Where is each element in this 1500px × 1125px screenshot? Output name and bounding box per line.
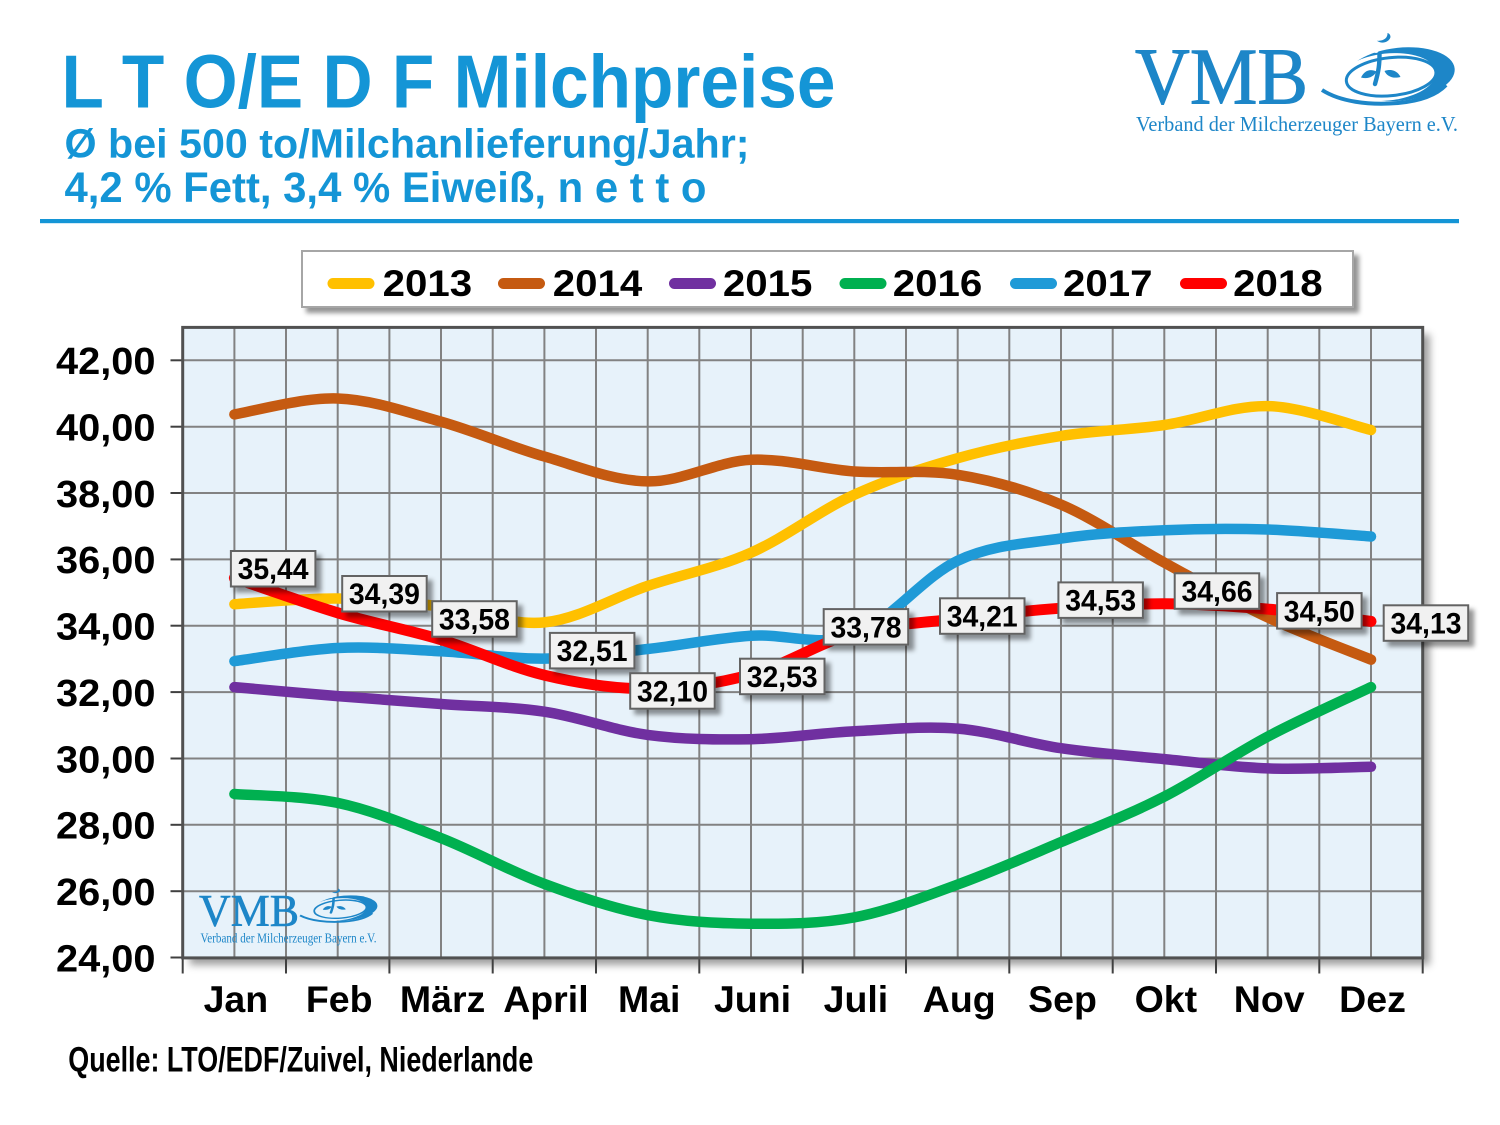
svg-text:April: April [503, 978, 588, 1020]
svg-text:Okt: Okt [1135, 978, 1198, 1020]
svg-text:März: März [400, 978, 485, 1020]
svg-text:40,00: 40,00 [56, 408, 156, 450]
svg-text:Dez: Dez [1339, 978, 1406, 1020]
svg-text:32,10: 32,10 [637, 675, 708, 708]
svg-text:34,13: 34,13 [1391, 608, 1462, 641]
svg-text:42,00: 42,00 [56, 341, 156, 383]
svg-text:Juni: Juni [714, 978, 791, 1020]
svg-text:Juli: Juli [824, 978, 889, 1020]
svg-text:33,78: 33,78 [831, 611, 902, 644]
svg-text:2013: 2013 [383, 263, 473, 304]
svg-text:34,53: 34,53 [1065, 585, 1136, 618]
svg-text:Feb: Feb [306, 978, 373, 1020]
svg-text:2015: 2015 [723, 263, 813, 304]
svg-text:Jan: Jan [204, 978, 269, 1020]
svg-text:35,44: 35,44 [238, 553, 309, 586]
svg-text:Verband der Milcherzeuger Baye: Verband der Milcherzeuger Bayern e.V. [201, 931, 377, 946]
svg-text:34,50: 34,50 [1284, 595, 1355, 628]
svg-text:32,51: 32,51 [557, 635, 628, 668]
svg-text:2014: 2014 [553, 263, 643, 304]
svg-text:Mai: Mai [618, 978, 681, 1020]
svg-text:Sep: Sep [1028, 978, 1097, 1020]
svg-text:L T O/E D F Milchpreise: L T O/E D F Milchpreise [62, 39, 836, 123]
svg-text:Verband der Milcherzeuger Baye: Verband der Milcherzeuger Bayern e.V. [1136, 112, 1458, 136]
svg-text:32,00: 32,00 [56, 673, 156, 715]
svg-text:Nov: Nov [1234, 978, 1305, 1020]
svg-text:28,00: 28,00 [56, 806, 156, 848]
svg-text:2018: 2018 [1233, 263, 1323, 304]
svg-text:4,2 % Fett, 3,4 % Eiweiß, n e: 4,2 % Fett, 3,4 % Eiweiß, n e t t o [65, 164, 707, 212]
svg-text:2016: 2016 [893, 263, 983, 304]
svg-text:Ø bei 500 to/Milchanlieferung/: Ø bei 500 to/Milchanlieferung/Jahr; [65, 120, 750, 166]
svg-text:VMB: VMB [199, 886, 299, 936]
svg-text:VMB: VMB [1135, 34, 1308, 122]
svg-text:33,58: 33,58 [439, 603, 510, 636]
svg-text:34,00: 34,00 [56, 607, 156, 649]
svg-text:38,00: 38,00 [56, 474, 156, 516]
svg-text:2017: 2017 [1063, 263, 1153, 304]
svg-text:Aug: Aug [923, 978, 996, 1020]
svg-text:34,39: 34,39 [349, 578, 420, 611]
svg-text:24,00: 24,00 [56, 938, 156, 980]
svg-text:30,00: 30,00 [56, 739, 156, 781]
svg-text:36,00: 36,00 [56, 540, 156, 582]
svg-text:34,21: 34,21 [947, 601, 1018, 634]
svg-text:32,53: 32,53 [747, 661, 818, 694]
svg-text:26,00: 26,00 [56, 872, 156, 914]
svg-text:Quelle: LTO/EDF/Zuivel, Nieder: Quelle: LTO/EDF/Zuivel, Niederlande [68, 1041, 533, 1080]
svg-text:34,66: 34,66 [1182, 576, 1253, 609]
